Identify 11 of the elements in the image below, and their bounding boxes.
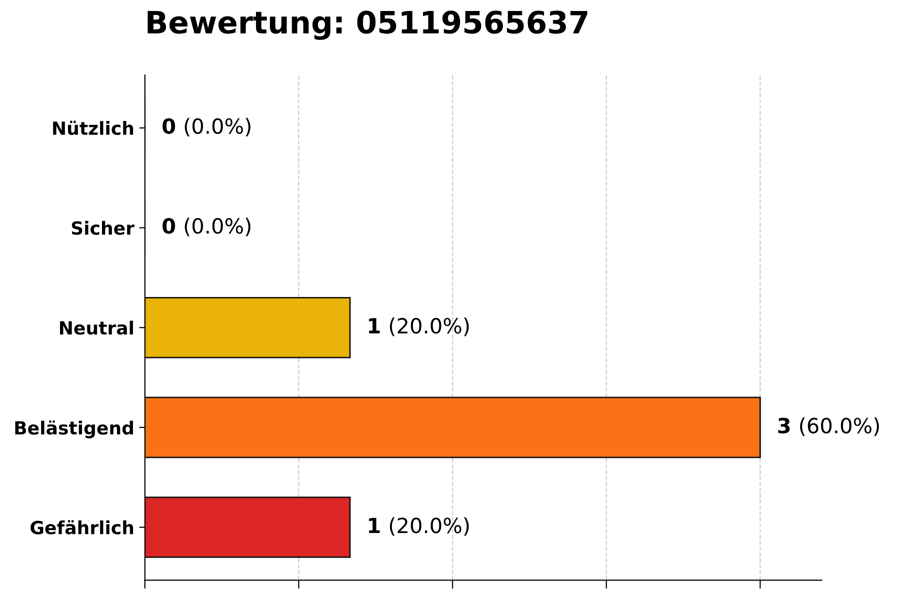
y-tick-label: Belästigend (15, 420, 133, 438)
data-label: 1 (20.0%) (369, 318, 469, 336)
data-label: 0 (0.0%) (162, 218, 250, 236)
chart-title: Bewertung: 05119565637 (148, 10, 588, 40)
y-tick-label: Neutral (60, 320, 133, 335)
data-label: 0 (0.0%) (162, 118, 250, 136)
y-tick-label: Nützlich (53, 120, 134, 136)
data-label: 1 (20.0%) (369, 517, 469, 536)
data-label: 3 (60.0%) (778, 417, 879, 436)
y-tick-label: Gefährlich (30, 520, 134, 534)
y-tick-label: Sicher (72, 220, 134, 235)
